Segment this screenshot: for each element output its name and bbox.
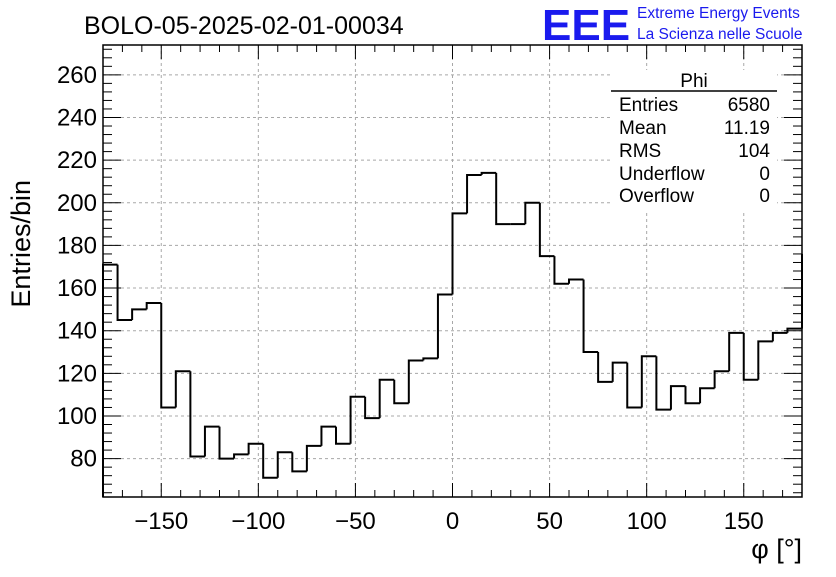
stats-value-mean: 11.19 [724,118,770,139]
histogram-bin [626,362,642,409]
histogram-bin [568,278,584,284]
histogram-bin [160,302,176,409]
y-tick-label: 260 [57,62,97,89]
x-tick-label: −50 [335,508,376,535]
histogram-bin [276,451,293,478]
stats-label-underflow: Underflow [619,164,705,185]
eee-logo: EEE Extreme Energy Events La Scienza nel… [542,1,802,50]
histogram-bin [349,395,366,444]
stats-box-title: Phi [680,71,707,92]
histogram-bin [102,263,118,497]
label-layer: BOLO-05-2025-02-01-00034 Entries/bin φ [… [6,12,802,564]
histogram-bin [538,202,555,258]
histogram-bin [466,174,482,214]
y-tick-label: 220 [57,147,97,174]
logo-text: EEE [542,1,630,50]
x-tick-label: 150 [724,508,764,535]
histogram-bin [684,386,701,405]
stats-value-rms: 104 [738,141,770,162]
histogram-bin [262,443,278,479]
stats-value-underflow: 0 [759,164,770,185]
histogram-bin [189,371,205,458]
y-axis-label: Entries/bin [6,180,36,308]
histogram-bin [247,442,264,455]
histogram-bin [611,361,628,382]
y-tick-label: 200 [57,190,97,217]
stats-box-background [611,70,777,210]
histogram-bin [582,279,599,354]
x-tick-label: 0 [446,508,459,535]
y-tick-label: 140 [57,318,97,345]
histogram-bin [393,379,409,405]
histogram-bin [699,387,715,404]
histogram-bin [553,256,569,285]
x-tick-label: −150 [134,508,188,535]
histogram-bin [669,385,686,410]
logo-line-1: Extreme Energy Events [637,5,800,22]
y-tick-label: 180 [57,232,97,259]
histogram-bin [407,359,424,404]
histogram-bin [174,370,191,408]
y-tick-label: 160 [57,275,97,302]
histogram-bin [233,453,249,459]
histogram-bin [742,332,759,381]
histogram-bin [131,308,147,321]
axis-layer: −150 −100 −50 0 50 100 150 80 100 120 140 160 180 200… [57,44,803,535]
histogram-bin [145,301,162,310]
histogram-bin [320,425,336,446]
histogram-bin [291,452,307,473]
histogram-bin [655,356,671,411]
histogram-bin [771,331,788,342]
histogram-bin [364,396,380,420]
stats-label-entries: Entries [619,95,678,116]
y-tick-label: 80 [70,446,97,473]
histogram-bin [422,357,438,361]
histogram-bin [116,264,133,322]
x-tick-label: 50 [536,508,563,535]
histogram-bin [480,171,497,176]
histogram-bin [335,426,351,445]
histogram-bin [728,331,744,372]
stats-value-overflow: 0 [759,186,770,207]
x-axis-label: φ [°] [751,534,802,564]
y-tick-label: 240 [57,104,97,131]
x-tick-label: 100 [627,508,667,535]
stats-box: Phi Entries 6580 Mean 11.19 RMS 104 Unde… [611,70,777,210]
histogram-bin [378,378,395,419]
histogram-bin [640,355,657,408]
histogram-bin [203,425,220,457]
histogram-bin [757,340,773,380]
histogram-bin [786,327,802,333]
histogram-bin [597,352,613,383]
histogram-bin [495,172,511,226]
stats-label-mean: Mean [619,118,667,139]
histogram-bin [218,426,235,460]
y-tick-label: 120 [57,360,97,387]
histogram-bin [524,201,540,225]
y-tick-label: 100 [57,403,97,430]
histogram-bin [713,370,730,389]
x-tick-label: −100 [231,508,285,535]
histogram-bin [305,444,322,472]
histogram-bin [451,212,468,295]
chart-title: BOLO-05-2025-02-01-00034 [84,12,404,40]
logo-line-2: La Scienza nelle Scuole [637,26,802,43]
stats-value-entries: 6580 [728,95,770,116]
stats-label-overflow: Overflow [619,186,694,207]
stats-label-rms: RMS [619,141,661,162]
histogram-bin [436,293,453,359]
